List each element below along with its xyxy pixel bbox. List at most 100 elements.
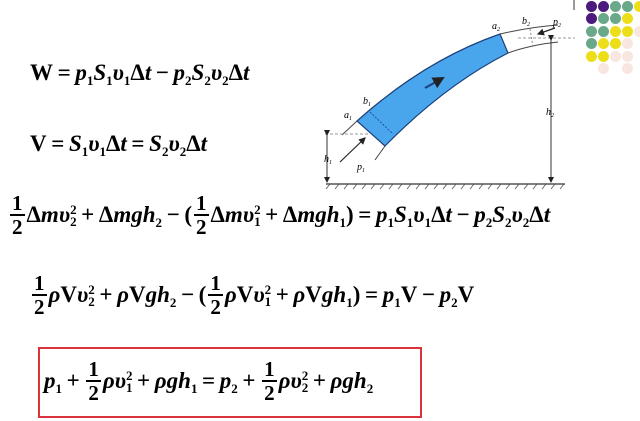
label-p1: p1 (356, 162, 365, 174)
equation-term: ρ (117, 282, 129, 307)
equation-term: t (543, 202, 551, 227)
equation-term: h2 (157, 282, 177, 310)
equation-term: ) = (352, 282, 383, 307)
equation-term: W = (30, 60, 76, 85)
label-a2: a2 (492, 21, 500, 33)
label-a1: a1 (344, 110, 352, 122)
equation-term: ) = (346, 202, 376, 227)
equation-term: S2 (191, 60, 211, 88)
equation-term: m (113, 202, 132, 227)
hatch-mark (406, 183, 412, 190)
equation-term: p1 (44, 368, 62, 396)
equation-term: m (224, 202, 243, 227)
equation-term: ρ (154, 368, 167, 393)
equation-term: + Δ (260, 202, 298, 227)
hatch-mark (397, 183, 403, 190)
equation-term: V (128, 282, 146, 307)
equation-term: + (237, 368, 261, 393)
equation-term: Δ (106, 131, 121, 156)
equation-term: + (308, 368, 331, 393)
equation-term: p2 (474, 202, 493, 230)
pipe-flow-diagram: a1 b1 p1 h1 h2 a2 b2 p2 (324, 0, 575, 190)
label-b2: b2 (522, 16, 530, 28)
equation-term: V (457, 282, 475, 307)
hatch-mark (496, 183, 502, 190)
fraction-numerator: 1 (262, 357, 277, 382)
equation-term: p2 (219, 368, 238, 396)
equation-term: υ2 (210, 60, 229, 88)
hatch-mark (487, 183, 493, 190)
p2-arrow (536, 27, 556, 36)
decor-dot (610, 50, 621, 62)
decor-dot (586, 13, 597, 25)
equation-term: S1 (394, 202, 414, 230)
fraction-denominator: 2 (12, 215, 23, 239)
hatch-mark (550, 183, 556, 190)
decor-dot (622, 50, 633, 62)
equation-term: υ2 (511, 202, 530, 230)
hatch-mark (433, 183, 439, 190)
hatch-mark (541, 183, 547, 190)
equation-term: ρ (102, 368, 115, 393)
decor-dot (598, 63, 609, 74)
fraction-numerator: 1 (208, 271, 223, 296)
equation-term: m (297, 202, 316, 227)
fraction-denominator: 2 (34, 295, 45, 319)
equation-term: g (166, 368, 179, 393)
equation-term: + (62, 368, 85, 393)
decor-dot (622, 38, 633, 50)
fraction-denominator: 2 (196, 215, 207, 239)
equation-term: υ1 (88, 131, 106, 159)
decor-dot (610, 25, 621, 37)
decor-dot (586, 25, 597, 37)
decor-dot (622, 25, 633, 37)
equation-term: − ( (176, 282, 207, 307)
hatch-mark (361, 183, 367, 190)
hatch-mark (469, 183, 475, 190)
equation-term: t (445, 202, 452, 227)
equation-term: Δ (228, 60, 244, 85)
decor-dot (610, 13, 621, 25)
hatch-mark (388, 183, 394, 190)
equation-term: + (94, 282, 118, 307)
equation-term: Δ (130, 60, 145, 85)
decor-dot (598, 1, 609, 12)
p1-arrow (339, 137, 366, 163)
equation-term: g (131, 202, 143, 227)
highlight-box (38, 347, 422, 418)
hatch-mark (442, 183, 448, 190)
label-h2: h2 (546, 107, 554, 119)
decor-dot (598, 25, 609, 37)
equation-term: − (151, 60, 174, 85)
hatch-mark (379, 183, 385, 190)
equation-term: p2 (439, 282, 458, 310)
equation-term: t (120, 131, 127, 156)
decor-dot (598, 38, 609, 50)
decor-dot (622, 63, 633, 74)
equation-term: g (145, 282, 158, 307)
equation-term: S1 (93, 60, 113, 88)
equation-term: υ1 (112, 60, 131, 88)
equation-term: ρ (330, 368, 343, 393)
hatch-mark (559, 183, 565, 190)
fraction-numerator: 1 (194, 191, 209, 216)
equation-term: Δ (26, 202, 41, 227)
decor-dot (610, 1, 621, 12)
label-p2: p2 (552, 17, 561, 29)
equation-term: = (197, 368, 220, 393)
equation-term: Δ (529, 202, 544, 227)
hatch-mark (451, 183, 457, 190)
equation-term: − (451, 202, 475, 227)
